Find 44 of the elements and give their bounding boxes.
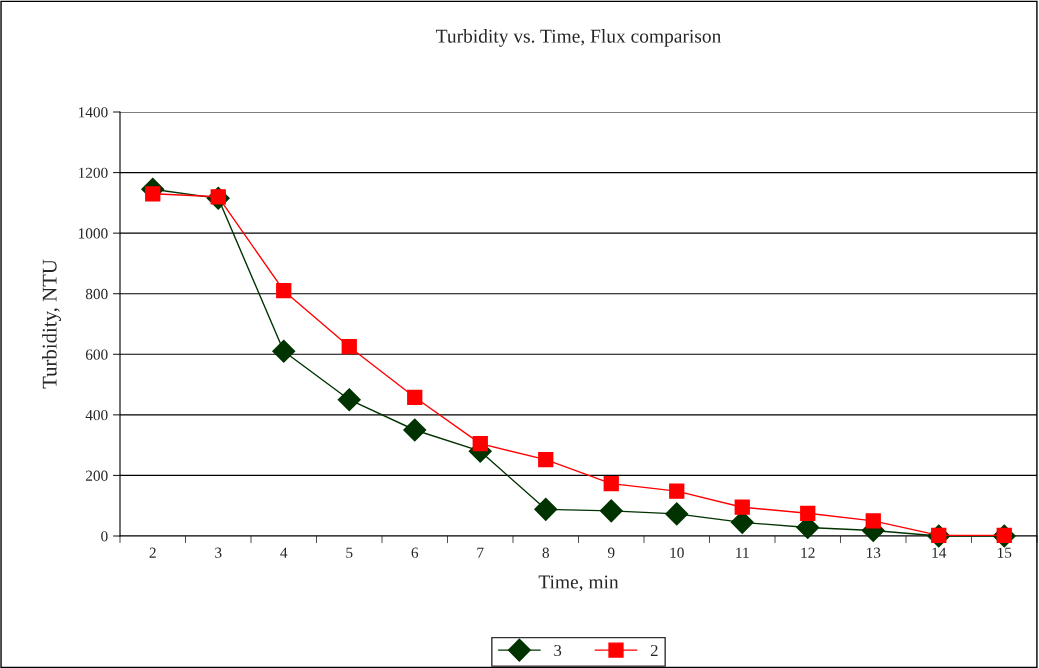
point xyxy=(472,435,488,452)
chart-title: Turbidity vs. Time, Flux comparison xyxy=(436,29,722,47)
y-tick-label: 1200 xyxy=(78,167,108,179)
x-tick-label: 7 xyxy=(477,547,484,558)
point xyxy=(337,388,361,412)
x-tick-label: 2 xyxy=(149,547,156,558)
x-tick-label: 15 xyxy=(997,547,1012,558)
point xyxy=(276,283,292,299)
x-tick-label: 3 xyxy=(215,547,222,558)
point xyxy=(800,505,816,521)
x-tick-label: 13 xyxy=(866,547,881,558)
point xyxy=(403,418,427,442)
point xyxy=(538,452,554,468)
point xyxy=(734,499,750,515)
legend-label: 3 xyxy=(554,644,562,657)
x-tick-label: 4 xyxy=(280,547,288,558)
point xyxy=(665,502,689,526)
y-tick-label: 400 xyxy=(85,410,108,421)
y-tick-label: 600 xyxy=(85,349,108,360)
x-tick-label: 11 xyxy=(736,547,749,558)
y-tick-label: 1400 xyxy=(78,107,108,118)
point xyxy=(145,186,161,202)
point xyxy=(865,513,881,529)
point xyxy=(407,389,423,405)
point xyxy=(341,339,357,355)
y-axis-title: Turbidity, NTU xyxy=(42,259,61,389)
x-tick-label: 5 xyxy=(346,547,353,558)
x-tick-label: 14 xyxy=(932,547,947,558)
point xyxy=(603,475,619,492)
x-tick-label: 6 xyxy=(411,547,419,558)
point xyxy=(599,499,623,523)
point xyxy=(534,497,558,521)
y-tick-label: 800 xyxy=(85,288,108,300)
x-tick-label: 12 xyxy=(801,547,815,558)
y-tick-label: 1000 xyxy=(78,228,108,239)
point xyxy=(669,483,685,499)
y-tick-label: 0 xyxy=(101,531,108,542)
x-axis-title: Time, min xyxy=(538,575,619,592)
y-tick-label: 200 xyxy=(85,470,108,481)
point xyxy=(272,339,296,363)
x-tick-label: 9 xyxy=(607,547,615,558)
legend-label: 2 xyxy=(650,644,658,656)
x-tick-label: 10 xyxy=(670,547,684,558)
x-tick-label: 8 xyxy=(542,547,549,558)
